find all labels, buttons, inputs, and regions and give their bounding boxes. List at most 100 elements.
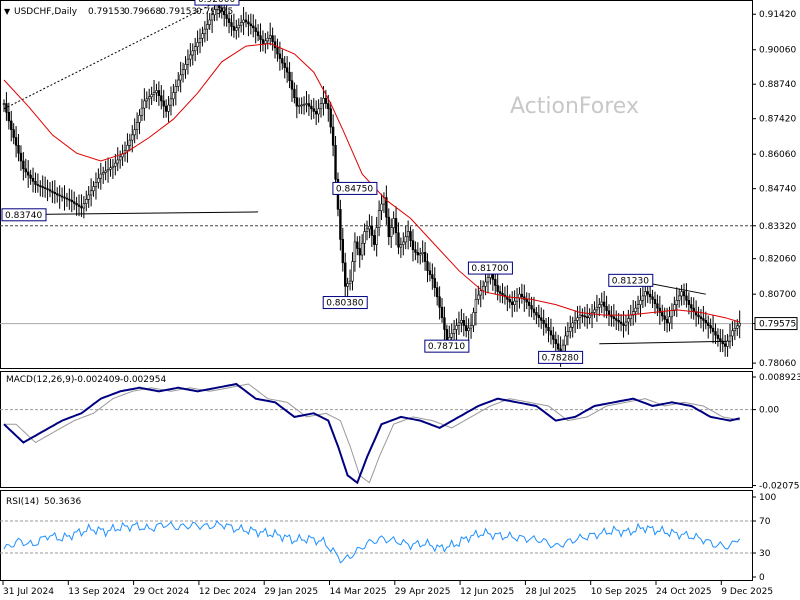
candle-body xyxy=(498,291,502,294)
candle-body xyxy=(53,192,57,194)
candle-body xyxy=(111,165,115,169)
annotation-label: 0.84750 xyxy=(336,184,373,194)
candle-body xyxy=(549,330,553,336)
candle-body xyxy=(254,27,257,33)
candle-body xyxy=(573,319,577,324)
candle-body xyxy=(310,105,313,110)
price-annotations: 0.92000 0.83740 0.84750 0.80380 0.81700 0.787… xyxy=(1,0,654,364)
watermark: ActionForex xyxy=(510,94,639,119)
candle-body xyxy=(726,340,729,347)
candle-body xyxy=(532,308,536,313)
candle-body xyxy=(365,228,369,232)
candle-body xyxy=(356,241,359,249)
candle-body xyxy=(126,145,129,151)
candle-body xyxy=(298,105,301,107)
candle-body xyxy=(128,139,132,146)
candle-body xyxy=(648,293,652,298)
candle-body xyxy=(719,338,722,342)
candle-body xyxy=(191,50,194,56)
candle-body xyxy=(566,331,570,337)
annotation-box xyxy=(538,350,584,364)
date-tick-label: 29 Jan 2025 xyxy=(264,587,318,597)
candle-body xyxy=(692,307,695,312)
candle-body xyxy=(48,189,52,192)
candle-body xyxy=(627,318,630,323)
price-tick-label: 0.79575 xyxy=(759,320,796,330)
candle-body xyxy=(106,169,110,172)
candle-body xyxy=(24,168,27,173)
candle-body xyxy=(416,252,420,256)
candle-body xyxy=(375,227,378,245)
candle-body xyxy=(351,261,354,282)
candle-body xyxy=(77,204,81,207)
candle-body xyxy=(46,188,49,191)
candle-body xyxy=(264,40,267,44)
candle-body xyxy=(271,35,274,43)
candle-body xyxy=(571,322,574,328)
candle-body xyxy=(728,335,732,342)
date-tick-label: 31 Jul 2024 xyxy=(3,587,54,597)
candle-body xyxy=(17,145,20,154)
candle-body xyxy=(484,281,487,287)
candle-body xyxy=(438,296,441,308)
price-tick-label: 0.86060 xyxy=(759,150,796,160)
candle-body xyxy=(707,322,710,326)
candle-body xyxy=(225,14,228,19)
candle-body xyxy=(530,305,533,310)
candle-body xyxy=(60,195,64,198)
candle-body xyxy=(152,92,156,95)
candle-body xyxy=(89,190,93,196)
candle-body xyxy=(714,331,717,336)
candle-body xyxy=(266,37,269,42)
candle-body xyxy=(259,35,262,40)
price-tick-label: 0.80700 xyxy=(759,290,796,300)
rsi-tick-label: 100 xyxy=(759,493,776,503)
candle-body xyxy=(697,314,700,318)
ohlc-high: 0.79668 xyxy=(124,7,161,17)
candle-body xyxy=(385,197,388,218)
candle-body xyxy=(397,232,400,248)
candle-body xyxy=(208,19,211,25)
moving-average xyxy=(3,42,740,323)
annotation-box xyxy=(332,181,378,195)
candle-body xyxy=(569,326,572,332)
channel-dashed-trendline xyxy=(3,1,218,110)
candle-body xyxy=(358,248,361,256)
candle-body xyxy=(607,310,611,316)
candle-body xyxy=(624,321,628,326)
macd-indicator: 0.008923 0.00 -0.020759 xyxy=(0,373,800,491)
candle-body xyxy=(162,100,165,107)
price-tick-label: 0.78060 xyxy=(759,359,796,369)
ohlc-low: 0.79153 xyxy=(160,7,197,17)
candle-body xyxy=(435,287,439,298)
candle-body xyxy=(421,252,424,255)
price-header: ▼ USDCHF,Daily 0.79153 0.79668 0.79153 0… xyxy=(4,7,233,17)
candle-body xyxy=(26,171,30,176)
candle-body xyxy=(510,301,514,305)
candle-body xyxy=(527,301,531,306)
candle-body xyxy=(612,316,616,319)
candle-body xyxy=(731,330,734,337)
candle-body xyxy=(94,182,98,187)
candle-body xyxy=(353,241,357,262)
candle-body xyxy=(164,105,168,112)
price-tick-label: 0.91420 xyxy=(759,10,796,20)
candle-body xyxy=(319,103,323,110)
candle-body xyxy=(535,312,538,316)
candle-body xyxy=(675,299,678,305)
candle-body xyxy=(68,198,71,201)
candle-body xyxy=(63,196,66,199)
candle-body xyxy=(711,327,715,332)
candle-body xyxy=(445,329,449,342)
candle-body xyxy=(399,244,403,248)
candle-body xyxy=(501,293,504,296)
candle-body xyxy=(58,194,61,197)
candle-body xyxy=(406,231,410,238)
current-price-box xyxy=(754,317,798,331)
candle-body xyxy=(148,96,151,100)
candle-body xyxy=(10,120,13,130)
candle-body xyxy=(462,319,465,326)
candle-body xyxy=(605,306,608,312)
candle-body xyxy=(39,185,42,187)
candle-body xyxy=(409,231,412,241)
